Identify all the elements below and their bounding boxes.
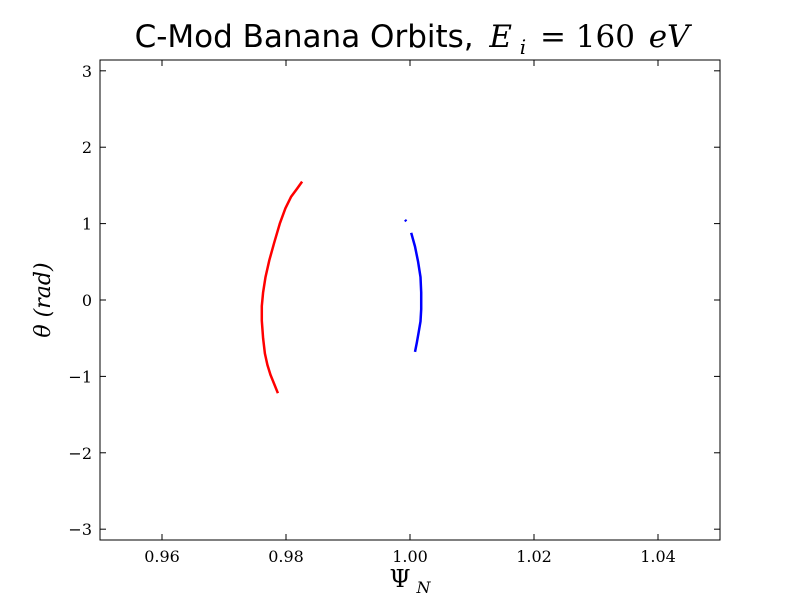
y-tick-label: −1 xyxy=(68,367,92,386)
y-tick-label: −3 xyxy=(68,520,92,539)
x-tick-label: 1.00 xyxy=(392,547,428,566)
x-tick-label: 0.98 xyxy=(268,547,304,566)
y-tick-label: 1 xyxy=(82,215,92,234)
x-axis-label-sub: N xyxy=(416,578,432,597)
chart-title-math-value: = 160 xyxy=(540,19,635,55)
y-axis-ticks: 3 2 1 0 −1 −2 −3 xyxy=(68,62,720,539)
y-tick-label: 0 xyxy=(82,291,92,310)
x-axis-label: Ψ N xyxy=(389,565,431,597)
orbit-series-2 xyxy=(409,232,423,353)
y-tick-label: −2 xyxy=(68,444,92,463)
chart-title: C-Mod Banana Orbits, E i = 160 eV xyxy=(135,19,693,61)
x-axis-ticks: 0.96 0.98 1.00 1.02 1.04 xyxy=(144,60,676,566)
chart-title-main: C-Mod Banana Orbits, xyxy=(135,19,474,55)
series-layer xyxy=(260,180,423,394)
y-tick-label: 2 xyxy=(82,138,92,157)
chart-title-math-unit: eV xyxy=(649,19,693,55)
chart-title-math-sub: i xyxy=(520,35,526,59)
chart-title-math-var: E xyxy=(488,19,512,55)
y-axis-label: θ (rad) xyxy=(31,262,56,337)
orbit-series-1 xyxy=(260,180,304,394)
orbit-series-3 xyxy=(404,218,408,223)
plot-area: 0.96 0.98 1.00 1.02 1.04 3 2 1 0 −1 −2 −3 xyxy=(68,59,721,566)
x-axis-label-symbol: Ψ xyxy=(389,565,410,593)
y-tick-label: 3 xyxy=(82,62,92,81)
x-tick-label: 0.96 xyxy=(144,547,180,566)
x-tick-label: 1.04 xyxy=(640,547,676,566)
x-tick-label: 1.02 xyxy=(516,547,552,566)
